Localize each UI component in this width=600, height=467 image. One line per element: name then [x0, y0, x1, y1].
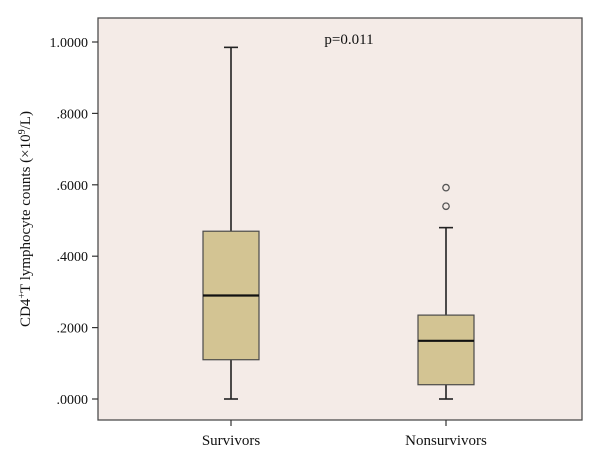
y-tick-label: .6000 [57, 179, 89, 194]
y-tick-label: .4000 [57, 250, 89, 265]
plot-area [97, 17, 583, 421]
x-axis: Survivors Nonsurvivors [202, 420, 487, 449]
outlier-point [442, 183, 450, 192]
y-tick-label: .2000 [57, 322, 89, 337]
interquartile-box [417, 314, 475, 386]
y-tick-label: .8000 [57, 107, 89, 122]
p-value-annotation: p=0.011 [324, 32, 373, 48]
x-tick-label: Nonsurvivors [405, 433, 487, 449]
outlier-point [442, 202, 450, 211]
box-survivors [202, 46, 260, 400]
y-axis-title: CD4+T lymphocyte counts (×109/L) [17, 111, 35, 327]
boxes [202, 46, 475, 400]
y-axis: .0000 .2000 .4000 .6000 .8000 1.0000 [50, 36, 98, 408]
y-tick-label: 1.0000 [50, 36, 89, 51]
x-tick-label: Survivors [202, 433, 261, 449]
y-tick-label: .0000 [57, 393, 89, 408]
box-nonsurvivors [417, 183, 475, 400]
